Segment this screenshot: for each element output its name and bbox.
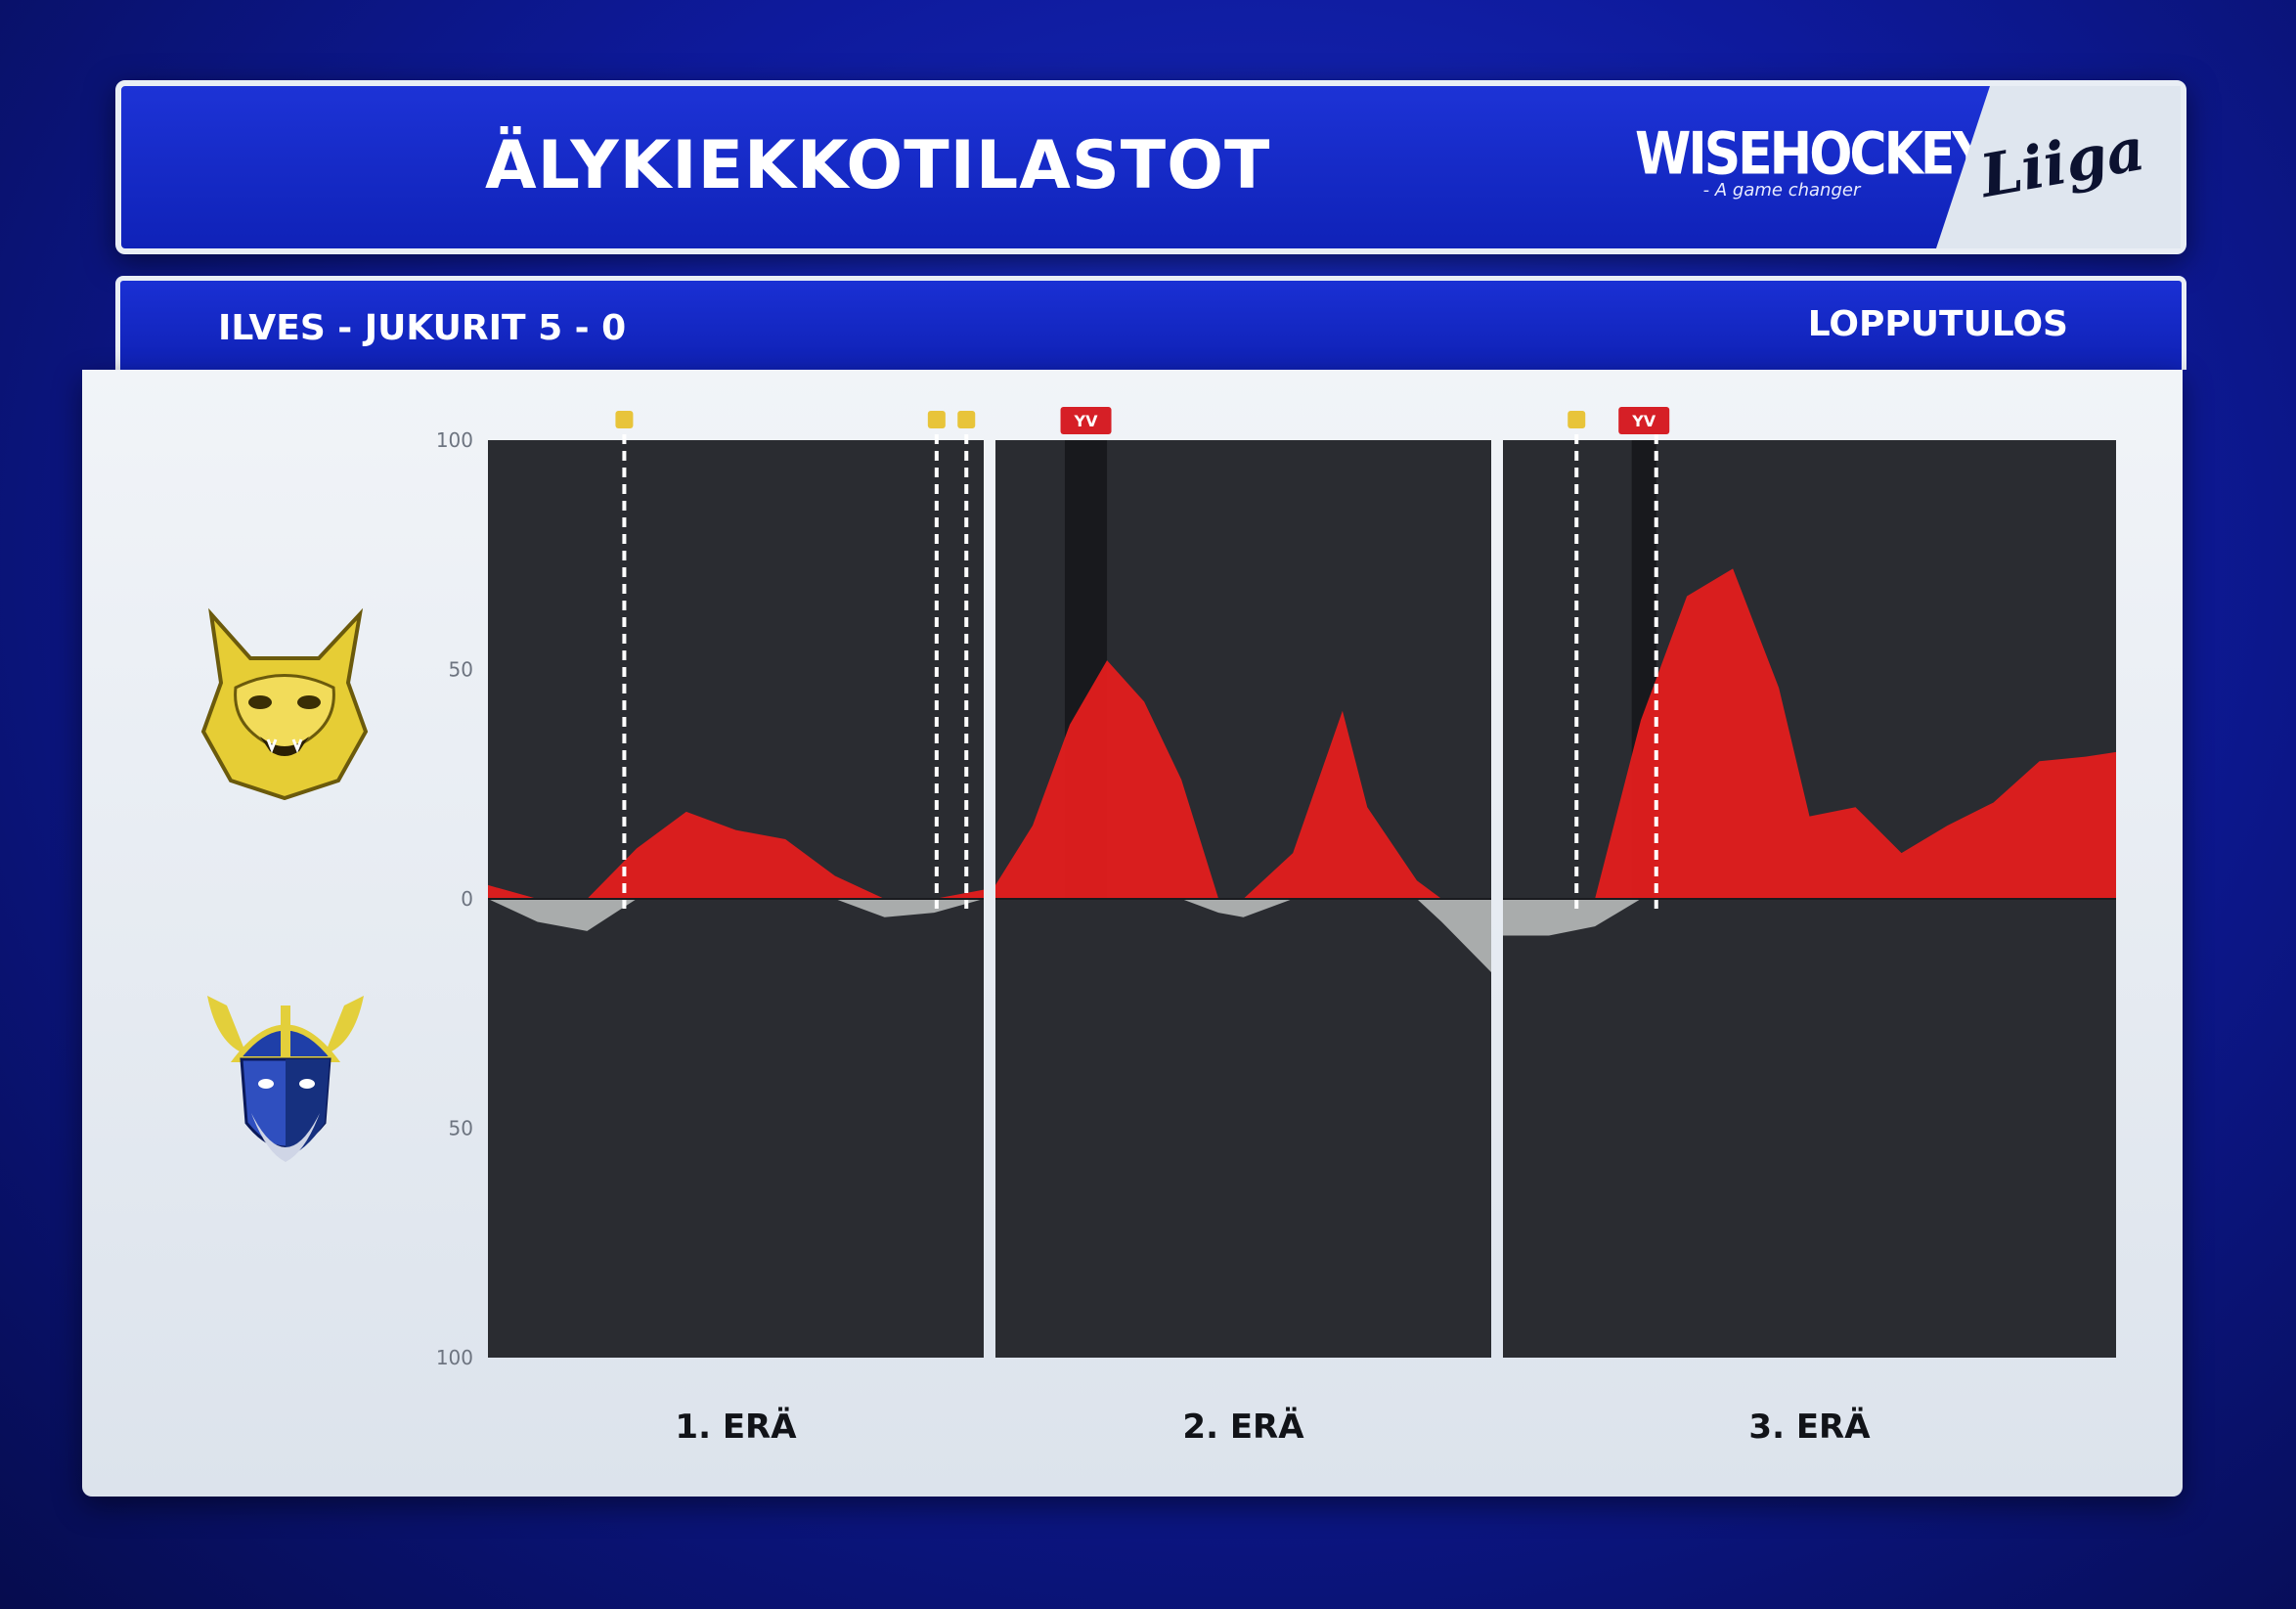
league-logo-panel: Liiga xyxy=(1936,86,2181,248)
y-tick-label: 0 xyxy=(461,887,473,911)
goal-marker-icon xyxy=(957,411,976,428)
home-momentum-area xyxy=(1503,568,2116,899)
home-momentum-area xyxy=(488,811,984,899)
liiga-logo: Liiga xyxy=(1975,114,2150,212)
powerplay-tag xyxy=(1618,407,1670,434)
goal-marker-icon xyxy=(615,411,634,428)
wisehockey-logo: WISEHOCKEY - A game changer xyxy=(1635,121,1989,201)
period-label: 1. ERÄ xyxy=(675,1407,797,1447)
away-momentum-area xyxy=(488,899,984,931)
powerplay-tag-label: YV xyxy=(1631,412,1656,430)
header-bar: ÄLYKIEKKOTILASTOT WISEHOCKEY - A game ch… xyxy=(115,80,2186,254)
match-score: ILVES - JUKURIT 5 - 0 xyxy=(218,308,627,348)
goal-marker-icon xyxy=(1567,411,1586,428)
goal-marker-icon xyxy=(927,411,946,428)
powerplay-tag xyxy=(1060,407,1112,434)
viking-head-logo xyxy=(207,996,364,1162)
away-momentum-area xyxy=(1503,899,2116,936)
sponsor-name: WISEHOCKEY xyxy=(1635,120,1989,189)
chart-panel: 100 50 0 50 100 1. ERÄ YV 2. ERÄ YV 3. ERÄ xyxy=(82,370,2183,1497)
y-tick-label: 100 xyxy=(436,428,473,452)
momentum-chart: 100 50 0 50 100 1. ERÄ YV 2. ERÄ YV 3. ERÄ xyxy=(436,407,2116,1447)
page-title: ÄLYKIEKKOTILASTOT xyxy=(485,127,1271,204)
y-tick-label: 100 xyxy=(436,1346,473,1369)
period-label: 2. ERÄ xyxy=(1182,1407,1304,1447)
home-momentum-area xyxy=(995,660,1491,899)
y-tick-label: 50 xyxy=(449,1117,473,1140)
match-bar: ILVES - JUKURIT 5 - 0 LOPPUTULOS xyxy=(115,276,2186,370)
sponsor-tagline: - A game changer xyxy=(1702,180,1861,201)
match-status: LOPPUTULOS xyxy=(1807,304,2068,344)
period-label: 3. ERÄ xyxy=(1748,1407,1871,1447)
y-tick-label: 50 xyxy=(449,658,473,682)
powerplay-tag-label: YV xyxy=(1074,412,1099,430)
away-momentum-area xyxy=(995,899,1491,973)
lynx-head-logo xyxy=(200,607,369,800)
